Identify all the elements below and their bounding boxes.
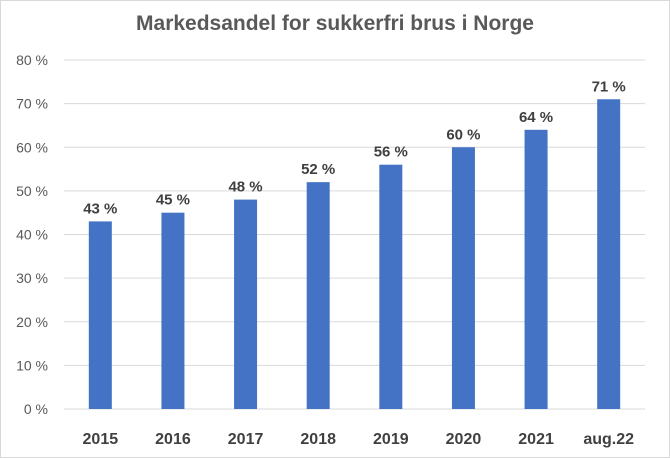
data-label: 56 % bbox=[374, 144, 408, 161]
data-label: 71 % bbox=[592, 78, 626, 95]
data-label: 52 % bbox=[301, 161, 335, 178]
x-category-label: 2015 bbox=[83, 431, 119, 448]
chart-title: Markedsandel for sukkerfri brus i Norge bbox=[136, 12, 534, 35]
x-category-label: 2019 bbox=[373, 431, 409, 448]
bar bbox=[597, 99, 621, 409]
bars bbox=[88, 99, 621, 410]
data-labels: 43 % 45 % 48 % 52 % 56 % 60 % 64 % 71 % bbox=[83, 78, 626, 217]
gridlines bbox=[64, 59, 645, 410]
y-axis-tick-labels: 0 % 10 % 20 % 30 % 40 % 50 % 60 % 70 % 80 % bbox=[16, 52, 48, 417]
x-category-label: 2016 bbox=[155, 431, 191, 448]
bar bbox=[88, 221, 112, 409]
x-category-label: 2021 bbox=[518, 431, 554, 448]
bar bbox=[161, 212, 185, 409]
bar bbox=[379, 164, 403, 409]
data-label: 60 % bbox=[446, 126, 480, 143]
x-category-label: 2017 bbox=[228, 431, 264, 448]
y-tick-label: 0 % bbox=[24, 401, 48, 417]
y-tick-label: 30 % bbox=[16, 270, 48, 286]
data-label: 48 % bbox=[228, 179, 262, 196]
y-tick-label: 40 % bbox=[16, 227, 48, 243]
data-label: 45 % bbox=[156, 192, 190, 209]
y-tick-label: 10 % bbox=[16, 357, 48, 373]
y-tick-label: 80 % bbox=[16, 52, 48, 68]
bar bbox=[524, 129, 548, 410]
bar bbox=[234, 199, 258, 409]
y-tick-label: 70 % bbox=[16, 96, 48, 112]
y-tick-label: 50 % bbox=[16, 183, 48, 199]
data-label: 64 % bbox=[519, 109, 553, 126]
bar bbox=[306, 182, 330, 409]
y-tick-label: 60 % bbox=[16, 139, 48, 155]
x-category-label: 2020 bbox=[446, 431, 482, 448]
data-label: 43 % bbox=[83, 200, 117, 217]
bar bbox=[451, 147, 475, 409]
x-axis-category-labels: 2015 2016 2017 2018 2019 2020 2021 aug.22 bbox=[83, 431, 635, 448]
x-category-label: 2018 bbox=[300, 431, 336, 448]
x-category-label: aug.22 bbox=[583, 431, 634, 448]
y-tick-label: 20 % bbox=[16, 314, 48, 330]
